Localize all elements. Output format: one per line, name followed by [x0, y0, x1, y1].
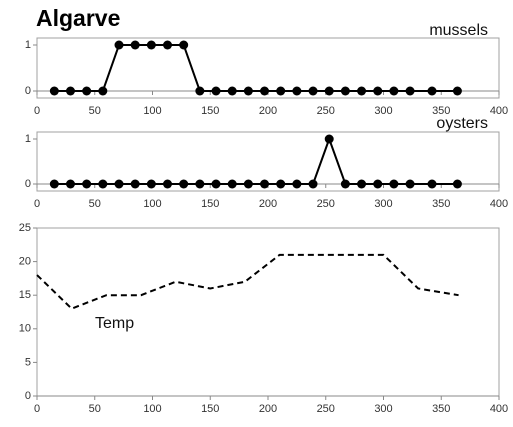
data-point: [260, 179, 270, 189]
data-point: [49, 86, 59, 96]
x-tick-label: 350: [432, 198, 450, 210]
x-tick-label: 300: [374, 198, 392, 210]
data-point: [276, 86, 286, 96]
data-point: [276, 179, 286, 189]
x-tick-label: 250: [317, 105, 335, 117]
x-tick-label: 100: [143, 198, 161, 210]
x-tick-label: 400: [490, 403, 508, 415]
data-point: [292, 86, 302, 96]
data-point: [179, 40, 189, 50]
y-tick-label: 1: [25, 39, 31, 51]
x-tick-label: 250: [317, 198, 335, 210]
x-tick-label: 0: [34, 198, 40, 210]
data-point: [357, 86, 367, 96]
data-point: [452, 86, 462, 96]
x-tick-label: 200: [259, 403, 277, 415]
data-point: [49, 179, 59, 189]
data-point: [130, 179, 140, 189]
x-tick-label: 100: [143, 105, 161, 117]
x-tick-label: 50: [89, 403, 101, 415]
data-point: [163, 40, 173, 50]
data-point: [427, 86, 437, 96]
x-tick-label: 350: [432, 105, 450, 117]
x-tick-label: 150: [201, 198, 219, 210]
data-point: [427, 179, 437, 189]
data-point: [179, 179, 189, 189]
data-point: [405, 179, 415, 189]
y-tick-label: 0: [25, 85, 31, 97]
series-line: [54, 136, 458, 185]
x-tick-label: 400: [490, 198, 508, 210]
data-point: [82, 179, 92, 189]
data-point: [373, 179, 383, 189]
data-point: [292, 179, 302, 189]
data-point: [243, 179, 253, 189]
x-tick-label: 100: [143, 403, 161, 415]
data-point: [98, 179, 108, 189]
data-point: [243, 86, 253, 96]
x-tick-label: 150: [201, 105, 219, 117]
x-tick-label: 400: [490, 105, 508, 117]
data-point: [405, 86, 415, 96]
x-tick-label: 0: [34, 403, 40, 415]
data-point: [163, 179, 173, 189]
x-tick-label: 300: [374, 105, 392, 117]
data-point: [82, 86, 92, 96]
data-point: [114, 179, 124, 189]
data-point: [308, 179, 318, 189]
y-tick-label: 25: [19, 222, 31, 234]
plot-frame: [36, 227, 500, 397]
y-tick-label: 10: [19, 323, 31, 335]
series-label: Temp: [95, 315, 134, 332]
x-tick-label: 200: [259, 105, 277, 117]
y-tick-label: 1: [25, 133, 31, 145]
data-point: [195, 179, 205, 189]
data-point: [389, 179, 399, 189]
data-point: [195, 86, 205, 96]
y-tick-label: 5: [25, 356, 31, 368]
x-tick-label: 300: [374, 403, 392, 415]
data-point: [227, 86, 237, 96]
x-tick-label: 50: [89, 105, 101, 117]
data-point: [324, 86, 334, 96]
data-point: [114, 40, 124, 50]
x-tick-label: 0: [34, 105, 40, 117]
series-label: mussels: [429, 22, 488, 39]
series-line: [36, 253, 459, 310]
series-label: oysters: [436, 115, 488, 132]
y-tick-label: 15: [19, 289, 31, 301]
x-tick-label: 150: [201, 403, 219, 415]
data-point: [227, 179, 237, 189]
data-point: [211, 86, 221, 96]
data-point: [357, 179, 367, 189]
data-point: [308, 86, 318, 96]
data-point: [130, 40, 140, 50]
data-point: [65, 86, 75, 96]
data-point: [146, 40, 156, 50]
x-tick-label: 350: [432, 403, 450, 415]
data-point: [340, 179, 350, 189]
x-tick-label: 200: [259, 198, 277, 210]
data-point: [340, 86, 350, 96]
series-line: [54, 44, 458, 92]
plot-frame: [36, 131, 500, 192]
x-tick-label: 250: [317, 403, 335, 415]
data-point: [65, 179, 75, 189]
y-tick-label: 0: [25, 390, 31, 402]
data-point: [373, 86, 383, 96]
x-tick-label: 50: [89, 198, 101, 210]
y-tick-label: 0: [25, 178, 31, 190]
data-point: [260, 86, 270, 96]
data-point: [98, 86, 108, 96]
data-point: [452, 179, 462, 189]
data-point: [211, 179, 221, 189]
data-point: [389, 86, 399, 96]
data-point: [324, 134, 334, 144]
y-tick-label: 20: [19, 256, 31, 268]
plot-frame: [36, 37, 500, 99]
page-title: Algarve: [36, 5, 120, 31]
data-point: [146, 179, 156, 189]
